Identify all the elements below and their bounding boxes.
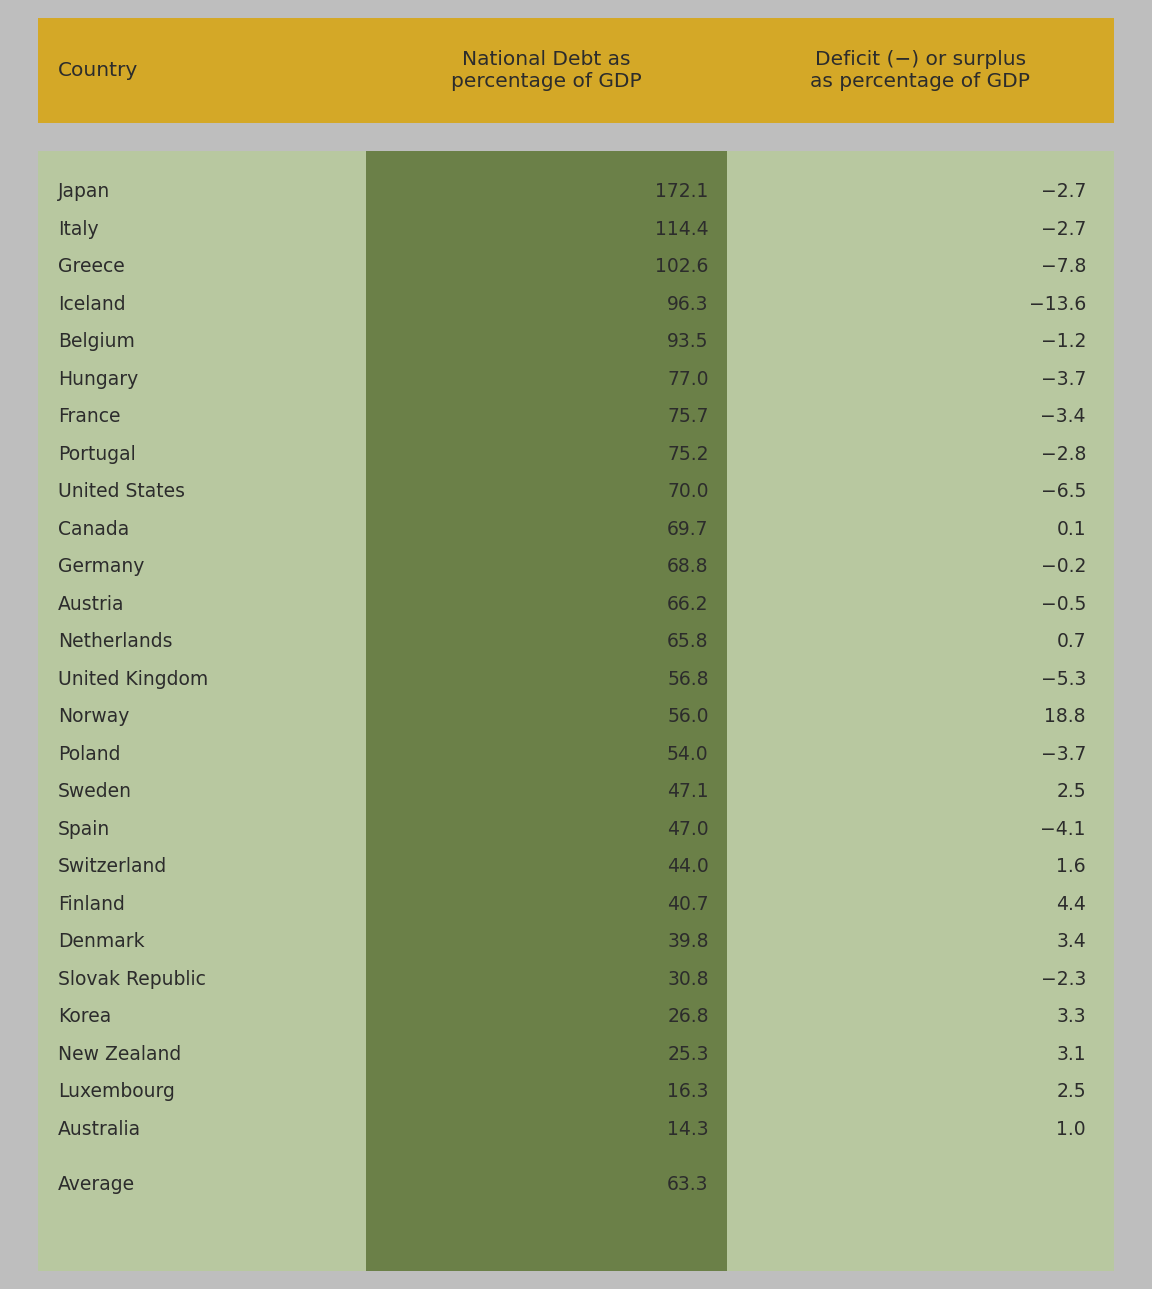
Text: 114.4: 114.4 xyxy=(655,219,708,238)
Text: 56.8: 56.8 xyxy=(667,670,708,688)
Text: −2.7: −2.7 xyxy=(1040,182,1086,201)
Text: National Debt as
percentage of GDP: National Debt as percentage of GDP xyxy=(452,50,642,92)
Text: 14.3: 14.3 xyxy=(667,1120,708,1138)
Text: 93.5: 93.5 xyxy=(667,333,708,351)
Text: 68.8: 68.8 xyxy=(667,557,708,576)
Text: 47.1: 47.1 xyxy=(667,782,708,802)
Text: Average: Average xyxy=(58,1176,135,1194)
Text: 44.0: 44.0 xyxy=(667,857,708,877)
Text: 1.0: 1.0 xyxy=(1056,1120,1086,1138)
Text: Korea: Korea xyxy=(58,1007,112,1026)
Text: Hungary: Hungary xyxy=(58,370,138,389)
Text: 3.4: 3.4 xyxy=(1056,932,1086,951)
Text: −3.7: −3.7 xyxy=(1040,745,1086,764)
Text: 0.1: 0.1 xyxy=(1056,519,1086,539)
Bar xyxy=(38,18,1114,122)
Text: −2.3: −2.3 xyxy=(1040,969,1086,989)
Text: 54.0: 54.0 xyxy=(667,745,708,764)
Text: Denmark: Denmark xyxy=(58,932,145,951)
Text: −0.2: −0.2 xyxy=(1040,557,1086,576)
Text: 75.7: 75.7 xyxy=(667,407,708,427)
Text: Portugal: Portugal xyxy=(58,445,136,464)
Text: 3.3: 3.3 xyxy=(1056,1007,1086,1026)
Text: New Zealand: New Zealand xyxy=(58,1045,181,1063)
Text: −3.4: −3.4 xyxy=(1040,407,1086,427)
Text: 25.3: 25.3 xyxy=(667,1045,708,1063)
Text: 96.3: 96.3 xyxy=(667,295,708,313)
Text: 77.0: 77.0 xyxy=(667,370,708,389)
Text: United States: United States xyxy=(58,482,185,501)
Text: 2.5: 2.5 xyxy=(1056,782,1086,802)
Text: Country: Country xyxy=(58,61,138,80)
Text: 66.2: 66.2 xyxy=(667,594,708,614)
Text: Norway: Norway xyxy=(58,708,129,726)
Text: −4.1: −4.1 xyxy=(1040,820,1086,839)
Text: 47.0: 47.0 xyxy=(667,820,708,839)
Text: Canada: Canada xyxy=(58,519,129,539)
Text: Italy: Italy xyxy=(58,219,99,238)
Text: −6.5: −6.5 xyxy=(1040,482,1086,501)
Text: Greece: Greece xyxy=(58,258,124,276)
Text: 4.4: 4.4 xyxy=(1056,895,1086,914)
Text: 2.5: 2.5 xyxy=(1056,1083,1086,1101)
Text: −2.7: −2.7 xyxy=(1040,219,1086,238)
Text: 16.3: 16.3 xyxy=(667,1083,708,1101)
Text: Poland: Poland xyxy=(58,745,121,764)
Text: Sweden: Sweden xyxy=(58,782,132,802)
Text: Australia: Australia xyxy=(58,1120,142,1138)
Text: Belgium: Belgium xyxy=(58,333,135,351)
Text: 18.8: 18.8 xyxy=(1045,708,1086,726)
Text: Netherlands: Netherlands xyxy=(58,632,173,651)
Text: 1.6: 1.6 xyxy=(1056,857,1086,877)
Text: −7.8: −7.8 xyxy=(1040,258,1086,276)
Text: Slovak Republic: Slovak Republic xyxy=(58,969,206,989)
Text: Switzerland: Switzerland xyxy=(58,857,167,877)
Text: −3.7: −3.7 xyxy=(1040,370,1086,389)
Text: 172.1: 172.1 xyxy=(655,182,708,201)
Text: −1.2: −1.2 xyxy=(1040,333,1086,351)
Text: 63.3: 63.3 xyxy=(667,1176,708,1194)
Text: Austria: Austria xyxy=(58,594,124,614)
Text: −2.8: −2.8 xyxy=(1040,445,1086,464)
Text: 39.8: 39.8 xyxy=(667,932,708,951)
Text: 69.7: 69.7 xyxy=(667,519,708,539)
Text: 40.7: 40.7 xyxy=(667,895,708,914)
Text: 3.1: 3.1 xyxy=(1056,1045,1086,1063)
Text: 65.8: 65.8 xyxy=(667,632,708,651)
Text: Iceland: Iceland xyxy=(58,295,126,313)
Text: Germany: Germany xyxy=(58,557,144,576)
Text: 75.2: 75.2 xyxy=(667,445,708,464)
Text: Luxembourg: Luxembourg xyxy=(58,1083,175,1101)
Text: −0.5: −0.5 xyxy=(1040,594,1086,614)
Text: 0.7: 0.7 xyxy=(1056,632,1086,651)
Bar xyxy=(38,151,1114,1271)
Text: Finland: Finland xyxy=(58,895,124,914)
Text: United Kingdom: United Kingdom xyxy=(58,670,209,688)
Text: Spain: Spain xyxy=(58,820,111,839)
Text: 26.8: 26.8 xyxy=(667,1007,708,1026)
Bar xyxy=(366,151,727,1271)
Text: 30.8: 30.8 xyxy=(667,969,708,989)
Text: Deficit (−) or surplus
as percentage of GDP: Deficit (−) or surplus as percentage of … xyxy=(810,50,1030,92)
Text: −13.6: −13.6 xyxy=(1029,295,1086,313)
Text: −5.3: −5.3 xyxy=(1040,670,1086,688)
Text: Japan: Japan xyxy=(58,182,111,201)
Text: 70.0: 70.0 xyxy=(667,482,708,501)
Text: 102.6: 102.6 xyxy=(655,258,708,276)
Text: 56.0: 56.0 xyxy=(667,708,708,726)
Text: France: France xyxy=(58,407,121,427)
